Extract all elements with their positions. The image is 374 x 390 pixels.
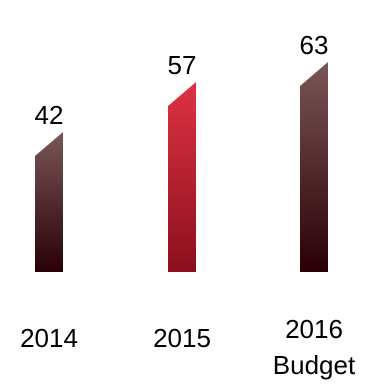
data-label-2016: 63 xyxy=(300,30,329,60)
bar-2015 xyxy=(168,82,196,272)
data-label-2015: 57 xyxy=(168,50,197,80)
category-label-2015: 2015 xyxy=(153,323,211,353)
bar-2014 xyxy=(35,132,63,272)
data-label-2014: 42 xyxy=(35,100,64,130)
category-label-2016-line2: Budget xyxy=(273,350,356,380)
bars-group xyxy=(35,62,328,272)
category-label-2016: 2016 xyxy=(285,314,343,344)
category-label-2014: 2014 xyxy=(20,323,78,353)
bar-2016 xyxy=(300,62,328,272)
data-labels-group: 42 57 63 xyxy=(35,30,329,130)
category-labels-group: 2014 2015 2016 Budget xyxy=(20,314,356,380)
